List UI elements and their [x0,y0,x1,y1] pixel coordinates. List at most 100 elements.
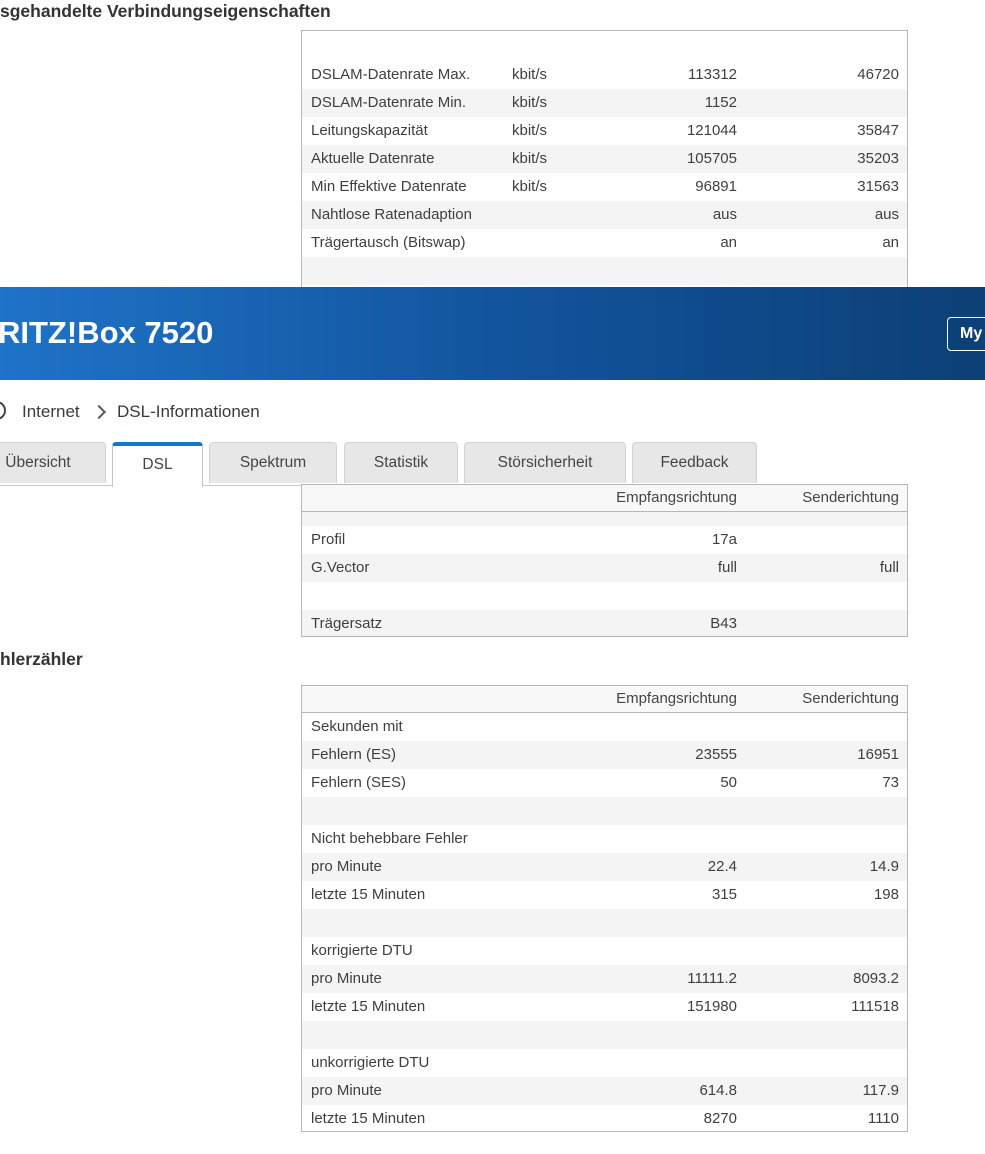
row-value-empfangsrichtung: 17a [711,531,737,548]
row-value-senderichtung: 35847 [857,122,899,139]
table-header-row: Empfangsrichtung Senderichtung [302,686,907,713]
tab-uebersicht[interactable]: Übersicht [0,442,106,483]
row-label: Trägertausch (Bitswap) [311,234,466,251]
tab-feedback[interactable]: Feedback [632,442,757,483]
breadcrumb-chevron-icon [91,404,107,420]
row-value-empfangsrichtung: 315 [711,886,737,903]
row-value-senderichtung: an [882,234,899,251]
tab-stoersicherheit[interactable]: Störsicherheit [464,442,626,483]
row-value-senderichtung: 35203 [857,150,899,167]
table-row: Nicht behebbare Fehler [302,825,907,853]
fritzbox-title: RITZ!Box 7520 [0,315,214,350]
row-label: Aktuelle Datenrate [311,150,435,167]
table-row: DSLAM-Datenrate Min. kbit/s 1152 [302,89,907,117]
breadcrumb-item-internet[interactable]: Internet [22,402,80,421]
row-label: DSLAM-Datenrate Max. [311,66,471,83]
table-row: pro Minute 614.8 117.9 [302,1077,907,1105]
row-value-empfangsrichtung: 11111.2 [687,970,737,987]
row-label: pro Minute [311,1082,382,1099]
section-heading-fehlerzaehler: hlerzähler [0,649,83,669]
table-row: unkorrigierte DTU [302,1049,907,1077]
row-unit: kbit/s [512,122,548,139]
row-value-empfangsrichtung: 8270 [703,1110,737,1127]
row-label: Sekunden mit [311,718,403,735]
row-unit: kbit/s [512,94,548,111]
app-header-banner: RITZ!Box 7520 My [0,287,985,380]
table-row: pro Minute 11111.2 8093.2 [302,965,907,993]
breadcrumb: Internet DSL-Informationen [0,398,985,426]
table-row: Nahtlose Ratenadaption aus aus [302,201,907,229]
row-label: Nicht behebbare Fehler [311,830,468,847]
table-row: pro Minute 22.4 14.9 [302,853,907,881]
row-value-empfangsrichtung: B43 [710,615,737,632]
row-label: pro Minute [311,858,382,875]
row-value-senderichtung: 73 [882,774,899,791]
row-value-senderichtung: 31563 [857,178,899,195]
dsl-details-table: Empfangsrichtung Senderichtung Profil 17a… [301,484,908,637]
row-value-empfangsrichtung: 23555 [695,746,737,763]
row-value-empfangsrichtung: full [717,559,737,576]
table-spacer-row [302,512,907,526]
row-label: DSLAM-Datenrate Min. [311,94,467,111]
row-unit: kbit/s [512,66,548,83]
table-row: Profil 17a [302,526,907,554]
row-label: Nahtlose Ratenadaption [311,206,472,223]
row-label: letzte 15 Minuten [311,886,426,903]
table-spacer-row [302,1021,907,1049]
table-row: Min Effektive Datenrate kbit/s 96891 31563 [302,173,907,201]
row-value-senderichtung: 1110 [867,1110,899,1127]
table-spacer-row [302,257,907,285]
row-value-empfangsrichtung: 113312 [688,66,737,83]
myfritz-button[interactable]: My [947,317,985,351]
row-label: pro Minute [311,970,382,987]
dsl-tabbar: Übersicht DSL Spektrum Statistik Störsic… [0,442,985,488]
row-value-empfangsrichtung: 1152 [704,94,737,111]
column-header-empfangsrichtung: Empfangsrichtung [616,489,737,506]
row-value-empfangsrichtung: 614.8 [699,1082,737,1099]
tab-dsl[interactable]: DSL [112,442,203,487]
row-value-senderichtung: full [879,559,899,576]
row-value-empfangsrichtung: 96891 [695,178,737,195]
row-label: letzte 15 Minuten [311,1110,426,1127]
table-row: Trägertausch (Bitswap) an an [302,229,907,257]
table-row: korrigierte DTU [302,937,907,965]
table-row: Fehlern (SES) 50 73 [302,769,907,797]
tab-spektrum[interactable]: Spektrum [209,442,337,483]
row-label: Fehlern (ES) [311,746,397,763]
row-label: letzte 15 Minuten [311,998,426,1015]
table-row: Fehlern (ES) 23555 16951 [302,741,907,769]
table-spacer-row [302,909,907,937]
row-unit: kbit/s [512,150,548,167]
row-value-empfangsrichtung: an [720,234,737,251]
row-value-senderichtung: 8093.2 [853,970,899,987]
row-value-empfangsrichtung: aus [712,206,737,223]
row-value-senderichtung: 14.9 [869,858,899,875]
tab-statistik[interactable]: Statistik [344,442,458,483]
row-value-empfangsrichtung: 121044 [686,122,737,139]
row-value-senderichtung: 16951 [857,746,899,763]
column-header-empfangsrichtung: Empfangsrichtung [616,690,737,707]
table-row: Trägersatz B43 [302,610,907,636]
table-row: letzte 15 Minuten 151980 111518 [302,993,907,1021]
table-spacer-row [302,582,907,610]
table-row: G.Vector full full [302,554,907,582]
row-label: korrigierte DTU [311,942,413,959]
breadcrumb-item-dsl-informationen[interactable]: DSL-Informationen [117,402,260,421]
table-row: DSLAM-Datenrate Max. kbit/s 113312 46720 [302,61,907,89]
row-value-empfangsrichtung: 22.4 [707,858,737,875]
table-row: letzte 15 Minuten 315 198 [302,881,907,909]
row-value-empfangsrichtung: 151980 [686,998,737,1015]
table-row: Aktuelle Datenrate kbit/s 105705 35203 [302,145,907,173]
row-label: Profil [311,531,346,548]
internet-globe-icon [0,401,6,420]
row-value-empfangsrichtung: 105705 [686,150,737,167]
section-heading-connection-properties: sgehandelte Verbindungseigenschaften [0,1,331,21]
table-row: Sekunden mit [302,713,907,741]
connection-properties-table: DSLAM-Datenrate Max. kbit/s 113312 46720 DSL… [301,30,908,287]
table-row: letzte 15 Minuten 8270 1110 [302,1105,907,1131]
row-value-senderichtung: 111518 [851,998,899,1015]
table-header-row: Empfangsrichtung Senderichtung [302,485,907,512]
row-label: Leitungskapazität [311,122,428,139]
row-label: unkorrigierte DTU [311,1054,430,1071]
row-label: Min Effektive Datenrate [311,178,467,195]
